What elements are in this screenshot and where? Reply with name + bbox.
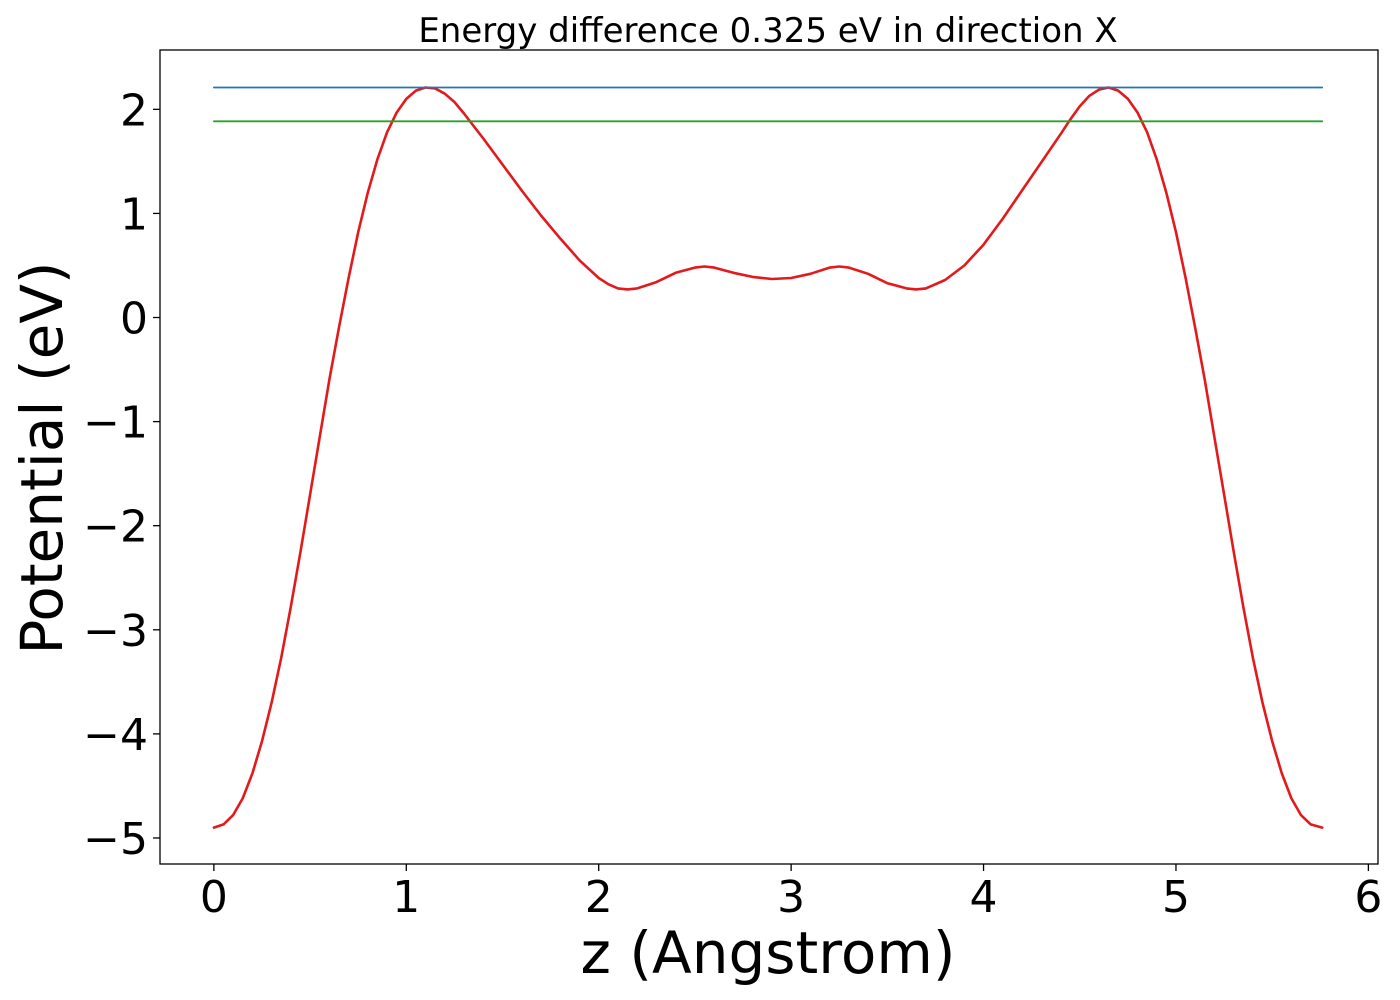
y-tick-label: −3 (83, 606, 148, 657)
x-tick-label: 3 (777, 872, 805, 923)
x-tick-label: 6 (1354, 872, 1382, 923)
x-tick-label: 1 (392, 872, 420, 923)
x-tick-label: 5 (1162, 872, 1190, 923)
y-tick-label: −4 (83, 710, 148, 761)
x-tick-label: 0 (200, 872, 228, 923)
potential-profile-line (212, 86, 1324, 829)
plot-area (159, 49, 1379, 865)
y-tick-label: −5 (83, 814, 148, 865)
series-layer (212, 86, 1324, 829)
x-axis-label: z (Angstrom) (581, 919, 956, 987)
y-tick-label: 0 (120, 294, 148, 345)
y-axis-label: Potential (eV) (8, 261, 76, 654)
y-tick-label: −1 (83, 398, 148, 449)
chart-title: Energy difference 0.325 eV in direction … (418, 11, 1117, 51)
y-tick-label: −2 (83, 502, 148, 553)
y-tick-label: 1 (120, 189, 148, 240)
ticks-layer: 0 1 2 3 4 5 6 −5 −4 −3 −2 −1 0 1 2 (83, 85, 1382, 923)
y-tick-label: 2 (120, 85, 148, 136)
x-tick-label: 4 (970, 872, 998, 923)
x-tick-label: 2 (585, 872, 613, 923)
